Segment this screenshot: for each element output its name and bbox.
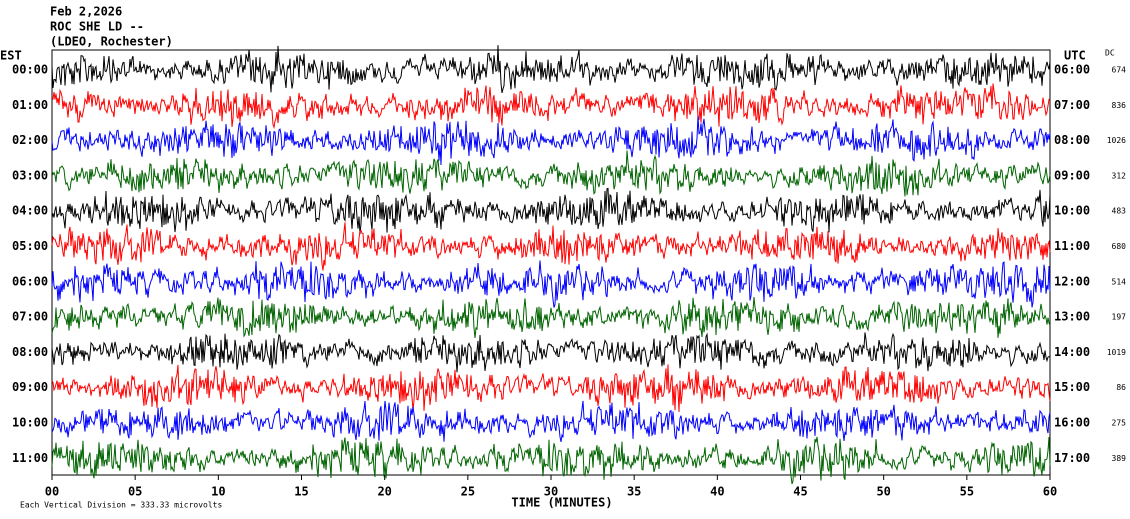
left-time-label: 01:00 <box>12 98 48 112</box>
right-time-label: 07:00 <box>1054 98 1090 112</box>
left-time-label: 08:00 <box>12 345 48 359</box>
x-tick-label: 25 <box>461 485 475 499</box>
x-tick-label: 40 <box>710 485 724 499</box>
left-time-label: 03:00 <box>12 168 48 182</box>
right-time-label: 09:00 <box>1054 168 1090 182</box>
dc-value: 836 <box>1112 101 1127 110</box>
trace <box>51 260 1051 308</box>
dc-value: 389 <box>1112 454 1127 463</box>
right-time-label: 11:00 <box>1054 239 1090 253</box>
right-time-label: 12:00 <box>1054 274 1090 288</box>
right-time-label: 10:00 <box>1054 204 1090 218</box>
dc-value: 86 <box>1116 383 1126 392</box>
dc-value: 483 <box>1112 207 1127 216</box>
left-time-label: 06:00 <box>12 274 48 288</box>
left-time-label: 09:00 <box>12 380 48 394</box>
left-time-label: 10:00 <box>12 416 48 430</box>
trace <box>51 332 1051 373</box>
trace <box>51 364 1051 413</box>
x-tick-label: 60 <box>1043 485 1057 499</box>
dc-title: DC <box>1105 49 1115 58</box>
dc-value: 680 <box>1112 242 1127 251</box>
dc-value: 514 <box>1112 277 1127 286</box>
trace <box>51 436 1051 485</box>
x-tick-label: 15 <box>294 485 308 499</box>
header-line: Feb 2,2026 <box>50 5 122 19</box>
trace <box>51 150 1051 197</box>
right-time-label: 15:00 <box>1054 380 1090 394</box>
x-tick-label: 10 <box>211 485 225 499</box>
left-time-label: 04:00 <box>12 204 48 218</box>
x-tick-label: 45 <box>793 485 807 499</box>
right-title: UTC <box>1064 49 1086 63</box>
dc-value: 1019 <box>1107 348 1126 357</box>
right-time-label: 08:00 <box>1054 133 1090 147</box>
x-tick-label: 00 <box>45 485 59 499</box>
dc-value: 275 <box>1112 419 1127 428</box>
trace <box>51 296 1051 338</box>
left-time-label: 07:00 <box>12 310 48 324</box>
trace <box>51 83 1051 130</box>
x-tick-label: 35 <box>627 485 641 499</box>
header-line: ROC SHE LD -- <box>50 20 144 34</box>
dc-value: 197 <box>1112 313 1127 322</box>
dc-value: 312 <box>1112 171 1127 180</box>
trace <box>51 187 1051 235</box>
right-time-label: 13:00 <box>1054 310 1090 324</box>
x-axis-label: TIME (MINUTES) <box>511 496 612 510</box>
right-time-label: 14:00 <box>1054 345 1090 359</box>
traces <box>51 45 1051 485</box>
left-time-label: 02:00 <box>12 133 48 147</box>
x-tick-label: 05 <box>128 485 142 499</box>
right-time-label: 17:00 <box>1054 451 1090 465</box>
left-time-label: 05:00 <box>12 239 48 253</box>
right-time-label: 06:00 <box>1054 63 1090 77</box>
x-tick-label: 55 <box>960 485 974 499</box>
trace <box>51 45 1051 94</box>
x-tick-label: 20 <box>377 485 391 499</box>
left-time-label: 00:00 <box>12 63 48 77</box>
trace <box>51 115 1051 166</box>
x-tick-label: 30 <box>544 485 558 499</box>
dc-value: 674 <box>1112 66 1127 75</box>
trace <box>51 222 1051 271</box>
header-line: (LDEO, Rochester) <box>50 35 173 49</box>
x-tick-label: 50 <box>876 485 890 499</box>
left-title: EST <box>0 49 22 63</box>
dc-value: 1026 <box>1107 136 1126 145</box>
footer: Each Vertical Division = 333.33 microvol… <box>20 501 222 510</box>
right-time-label: 16:00 <box>1054 416 1090 430</box>
trace <box>51 400 1051 442</box>
left-time-label: 11:00 <box>12 451 48 465</box>
